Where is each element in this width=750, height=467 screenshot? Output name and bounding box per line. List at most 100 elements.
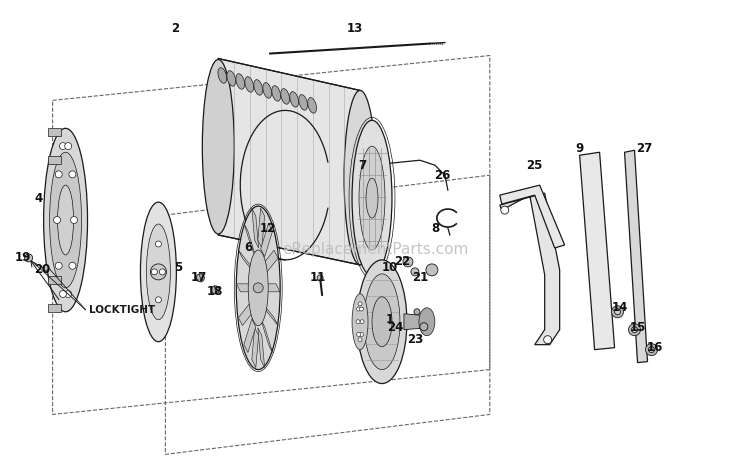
Ellipse shape	[419, 308, 435, 336]
Polygon shape	[252, 327, 259, 368]
Text: 16: 16	[646, 341, 663, 354]
Circle shape	[160, 269, 166, 275]
Circle shape	[59, 290, 67, 297]
Circle shape	[426, 264, 438, 276]
Text: 23: 23	[406, 333, 423, 346]
Ellipse shape	[254, 80, 262, 95]
Ellipse shape	[280, 89, 290, 104]
Polygon shape	[258, 327, 265, 368]
Ellipse shape	[202, 59, 234, 234]
Circle shape	[358, 338, 362, 342]
Circle shape	[611, 306, 623, 318]
Polygon shape	[262, 250, 278, 272]
Text: 6: 6	[244, 241, 252, 255]
Text: 8: 8	[430, 221, 439, 234]
Polygon shape	[500, 185, 565, 248]
Circle shape	[356, 320, 360, 324]
Circle shape	[211, 286, 219, 294]
Text: 13: 13	[347, 22, 363, 35]
Ellipse shape	[262, 83, 272, 98]
Ellipse shape	[352, 120, 392, 276]
Circle shape	[152, 269, 157, 275]
Text: 7: 7	[358, 159, 366, 172]
Ellipse shape	[359, 146, 385, 250]
Polygon shape	[580, 152, 614, 350]
Polygon shape	[218, 58, 360, 265]
Circle shape	[411, 268, 419, 276]
Text: 19: 19	[14, 251, 31, 264]
Polygon shape	[262, 304, 278, 325]
Ellipse shape	[308, 98, 316, 113]
Text: 26: 26	[433, 169, 450, 182]
Ellipse shape	[58, 185, 74, 255]
Ellipse shape	[298, 95, 307, 110]
Circle shape	[69, 171, 76, 178]
Ellipse shape	[44, 128, 88, 312]
Polygon shape	[263, 284, 280, 292]
Polygon shape	[236, 284, 253, 292]
Polygon shape	[625, 150, 647, 362]
Circle shape	[358, 302, 362, 306]
Text: 18: 18	[207, 285, 224, 298]
Text: 11: 11	[310, 271, 326, 284]
Circle shape	[70, 217, 77, 224]
Text: 27: 27	[636, 142, 652, 155]
Circle shape	[403, 257, 413, 267]
Circle shape	[69, 262, 76, 269]
Polygon shape	[258, 208, 265, 248]
Polygon shape	[252, 208, 259, 248]
Circle shape	[155, 297, 161, 303]
Polygon shape	[404, 314, 427, 330]
Circle shape	[632, 327, 638, 333]
Text: 24: 24	[387, 321, 404, 334]
Text: 10: 10	[382, 262, 398, 275]
Polygon shape	[47, 304, 61, 312]
Text: 14: 14	[611, 301, 628, 314]
Text: 12: 12	[260, 221, 276, 234]
Circle shape	[414, 309, 420, 315]
Circle shape	[649, 347, 655, 353]
Circle shape	[155, 241, 161, 247]
Ellipse shape	[357, 260, 407, 383]
Ellipse shape	[227, 71, 236, 86]
Circle shape	[317, 275, 323, 281]
Polygon shape	[47, 276, 61, 284]
Circle shape	[356, 307, 361, 311]
Circle shape	[501, 206, 509, 214]
Ellipse shape	[236, 74, 244, 89]
Circle shape	[628, 324, 640, 336]
Circle shape	[544, 336, 552, 344]
Text: 4: 4	[34, 191, 43, 205]
Ellipse shape	[290, 92, 298, 107]
Ellipse shape	[146, 224, 170, 320]
Circle shape	[43, 265, 49, 271]
Ellipse shape	[50, 152, 82, 288]
Text: 21: 21	[412, 271, 428, 284]
Polygon shape	[47, 128, 61, 136]
Text: 2: 2	[171, 22, 179, 35]
Circle shape	[25, 254, 33, 262]
Polygon shape	[244, 319, 256, 353]
Circle shape	[359, 333, 364, 336]
Polygon shape	[238, 250, 254, 272]
Ellipse shape	[352, 294, 368, 350]
Circle shape	[646, 344, 658, 356]
Text: 25: 25	[526, 159, 543, 172]
Polygon shape	[261, 319, 272, 353]
Text: 9: 9	[575, 142, 584, 155]
Text: 20: 20	[34, 263, 51, 276]
Circle shape	[56, 171, 62, 178]
Polygon shape	[47, 156, 61, 164]
Circle shape	[254, 283, 263, 293]
Text: 15: 15	[629, 321, 646, 334]
Circle shape	[56, 262, 62, 269]
Circle shape	[359, 307, 364, 311]
Circle shape	[356, 333, 361, 336]
Ellipse shape	[272, 85, 280, 101]
Text: eReplacementParts.com: eReplacementParts.com	[282, 242, 468, 257]
Ellipse shape	[248, 250, 268, 325]
Ellipse shape	[372, 297, 392, 347]
Text: LOCKTIGHT: LOCKTIGHT	[88, 305, 154, 315]
Circle shape	[59, 142, 67, 149]
Circle shape	[53, 217, 61, 224]
